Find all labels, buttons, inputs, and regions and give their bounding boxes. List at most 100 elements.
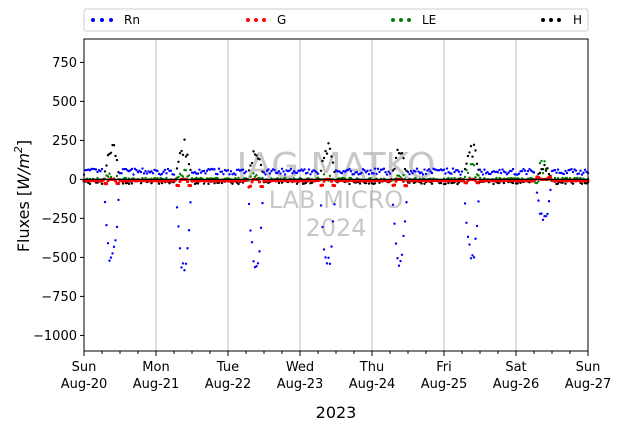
y-axis-title-main: Fluxes [ (14, 190, 33, 252)
h-point (295, 182, 299, 185)
rn-point (474, 237, 477, 240)
rn-point (142, 172, 146, 175)
rn-point (352, 172, 356, 176)
y-tick-label: −250 (41, 212, 77, 227)
h-point (237, 182, 240, 186)
rn-point (574, 169, 578, 172)
rn-point (553, 168, 557, 172)
le-point (474, 175, 477, 179)
rn-point (525, 172, 528, 176)
rn-point (109, 256, 113, 259)
rn-point (162, 170, 165, 174)
le-point (153, 176, 156, 180)
rn-point (355, 171, 359, 174)
rn-point (181, 262, 185, 265)
h-point (100, 182, 104, 186)
rn-point (205, 169, 209, 173)
rn-point (88, 169, 92, 172)
le-point (579, 176, 582, 180)
le-point (463, 175, 467, 179)
le-point (165, 176, 168, 180)
rn-point (498, 168, 501, 172)
h-point (538, 171, 542, 175)
le-point (414, 176, 417, 180)
rn-point (460, 170, 464, 173)
rn-point (384, 171, 387, 174)
h-point (516, 182, 519, 185)
h-point (541, 167, 545, 171)
rn-point (385, 173, 389, 176)
rn-point (280, 167, 284, 170)
rn-point (103, 200, 107, 204)
le-point (540, 159, 543, 163)
le-point (328, 174, 332, 178)
h-point (184, 155, 188, 158)
rn-point (564, 169, 567, 173)
y-axis: 750 500 250 0 −250 −500 −750 −1000 (33, 56, 84, 344)
x-tick-label-weekday: Thu (359, 360, 384, 375)
rn-point (322, 248, 326, 251)
g-point (260, 184, 265, 189)
y-axis-title-end: ] (14, 140, 33, 146)
g-point (464, 181, 469, 185)
rn-point (483, 168, 486, 171)
legend-marker-rn (91, 18, 95, 22)
g-point (257, 180, 262, 184)
h-point (168, 182, 171, 185)
rn-point (463, 202, 467, 205)
h-point (564, 182, 567, 185)
rn-point (546, 212, 549, 216)
rn-point (372, 172, 375, 175)
h-point (321, 159, 324, 163)
rn-point (267, 168, 270, 171)
h-point (394, 156, 398, 160)
h-point (403, 167, 407, 171)
le-point (108, 172, 111, 175)
rn-point (108, 259, 111, 262)
h-point (280, 181, 284, 184)
rn-point (132, 173, 135, 176)
rn-point (234, 173, 237, 176)
le-point (255, 173, 258, 177)
rn-point (327, 256, 330, 259)
h-point (186, 153, 189, 156)
rn-point (228, 173, 231, 176)
rn-point (388, 172, 392, 175)
rn-point (196, 172, 200, 175)
rn-point (582, 171, 585, 174)
le-point (556, 176, 560, 180)
rn-point (247, 202, 251, 206)
rn-point (105, 223, 108, 227)
rn-point (522, 167, 525, 171)
rn-point (556, 168, 560, 171)
h-point (115, 158, 119, 162)
rn-point (115, 225, 119, 229)
le-point (369, 176, 372, 180)
le-point (465, 168, 468, 172)
rn-point (120, 172, 123, 175)
h-point (468, 151, 471, 154)
legend-entry-h: H (541, 13, 582, 27)
h-point (213, 181, 216, 185)
y-tick-label: 750 (52, 56, 77, 71)
le-point (553, 176, 557, 180)
rn-point (276, 171, 279, 174)
rn-point (415, 167, 419, 170)
rn-point (459, 173, 462, 176)
rn-point (477, 200, 480, 203)
h-point (456, 182, 459, 186)
h-point (466, 154, 470, 158)
h-point (502, 181, 506, 185)
x-tick-label-weekday: Sun (576, 360, 601, 375)
rn-point (457, 170, 461, 173)
h-point (139, 181, 143, 185)
h-point (121, 182, 125, 185)
rn-point (114, 239, 117, 242)
rn-point (264, 173, 267, 176)
h-point (252, 150, 255, 153)
legend-marker-h (557, 18, 561, 22)
rn-point (373, 167, 377, 170)
le-point (237, 176, 240, 180)
le-point (399, 175, 402, 179)
